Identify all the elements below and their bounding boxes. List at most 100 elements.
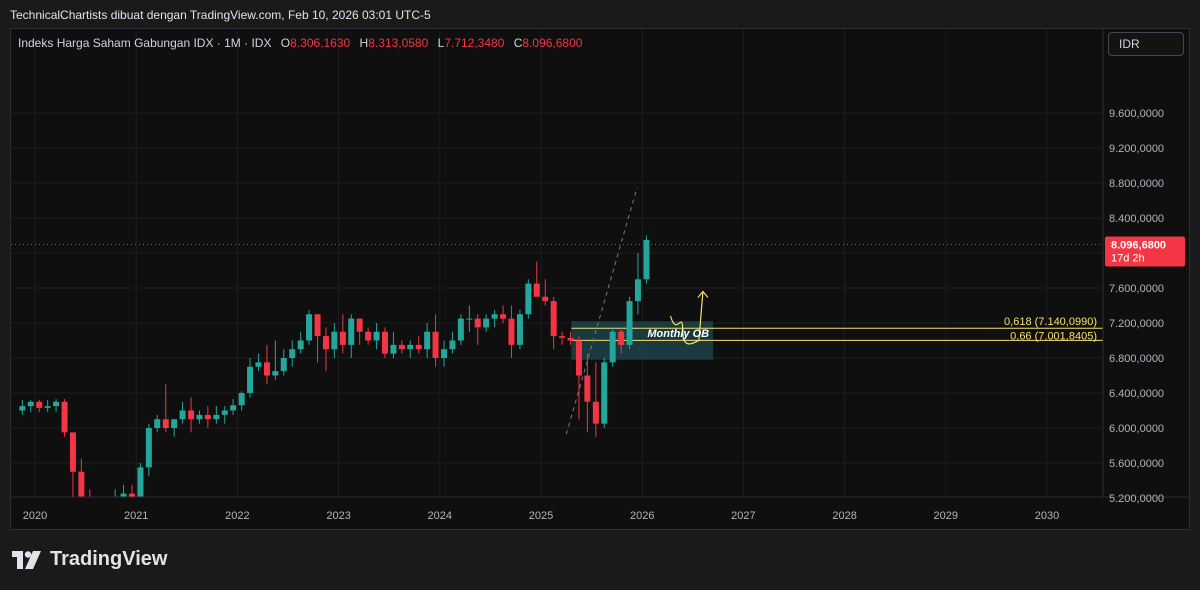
chart-panel[interactable]: Monthly OB 0,618 (7.140,0990) 0,66 (7.001,…	[10, 28, 1190, 530]
candle-body	[609, 331, 616, 363]
candle-up	[491, 309, 498, 328]
candle-up	[44, 400, 51, 413]
projection-arrowhead	[697, 290, 709, 298]
candle-body	[449, 340, 456, 350]
candle-down	[575, 336, 582, 420]
candle-body	[289, 349, 296, 358]
candle-body	[19, 406, 26, 411]
candle-down	[618, 327, 625, 354]
candle-body	[584, 375, 591, 402]
candle-body	[120, 493, 127, 497]
candle-up	[137, 463, 144, 497]
time-tick-label: 2027	[731, 510, 755, 522]
price-tick-label: 9.600,0000	[1109, 108, 1164, 120]
candle-down	[188, 397, 195, 433]
high-label: H	[359, 36, 369, 50]
candle-body	[398, 344, 405, 350]
candle-body	[381, 331, 388, 354]
candle-up	[424, 323, 431, 358]
candle-down	[474, 314, 481, 345]
time-tick-label: 2020	[23, 510, 47, 522]
swing-trend-line	[565, 187, 638, 435]
candle-body	[407, 344, 414, 350]
candle-body	[508, 318, 515, 345]
candle-up	[272, 340, 279, 380]
currency-button[interactable]: IDR	[1108, 32, 1184, 56]
price-chart[interactable]: Monthly OB 0,618 (7.140,0990) 0,66 (7.001,…	[11, 29, 1189, 529]
candle-body	[145, 428, 152, 468]
candle-down	[204, 406, 211, 428]
candle-body	[533, 283, 540, 297]
candle-down	[584, 353, 591, 433]
candle-down	[87, 489, 93, 530]
candle-up	[466, 305, 473, 332]
price-tick-label: 7.600,0000	[1109, 283, 1164, 295]
candle-body	[483, 318, 490, 328]
candle-body	[280, 358, 287, 372]
time-tick-label: 2024	[428, 510, 452, 522]
candle-body	[188, 410, 195, 420]
candle-body	[634, 279, 641, 302]
price-tick-label: 6.800,0000	[1109, 353, 1164, 365]
candle-up	[154, 414, 161, 433]
tradingview-logo[interactable]: TradingView	[12, 548, 167, 571]
candle-down	[592, 362, 599, 437]
candle-up	[297, 331, 304, 354]
candle-down	[263, 344, 270, 385]
plot-area: Monthly OB 0,618 (7.140,0990) 0,66 (7.001,…	[11, 29, 1103, 530]
candle-body	[491, 314, 498, 319]
candle-up	[247, 358, 254, 398]
price-tick-label: 6.000,0000	[1109, 423, 1164, 435]
candle-body	[230, 405, 237, 411]
candle-up	[626, 296, 633, 350]
price-tick-label: 9.200,0000	[1109, 143, 1164, 155]
candle-up	[348, 314, 355, 358]
candle-up	[114, 489, 116, 497]
candle-body	[213, 414, 220, 420]
candle-up	[449, 331, 456, 354]
candle-body	[247, 366, 254, 393]
candle-body	[348, 318, 355, 345]
candle-body	[27, 401, 34, 407]
candle-up	[145, 423, 152, 477]
candle-up	[171, 419, 178, 437]
candle-up	[120, 484, 127, 497]
candle-body	[255, 362, 262, 367]
candle-body	[601, 362, 608, 424]
candle-body	[61, 401, 68, 433]
candle-body	[618, 331, 625, 345]
candle-down	[559, 331, 566, 345]
candle-body	[196, 414, 203, 420]
candle-up	[19, 400, 26, 415]
candle-down	[365, 327, 372, 345]
candle-down	[78, 458, 85, 497]
candle-down	[550, 296, 557, 350]
candle-body	[263, 362, 270, 376]
fib-level-label: 0,66 (7.001,8405)	[1010, 330, 1097, 342]
high-value: 8.313,0580	[368, 36, 429, 50]
close-label: C	[513, 36, 523, 50]
candle-up	[601, 358, 608, 428]
candle-body	[128, 493, 135, 497]
price-tick-label: 8.800,0000	[1109, 178, 1164, 190]
candle-body	[69, 432, 76, 472]
candle-down	[69, 432, 76, 497]
candle-body	[331, 331, 338, 350]
candle-down	[398, 340, 405, 354]
candle-up	[179, 401, 186, 424]
candle-body	[592, 401, 599, 424]
candle-body	[339, 331, 346, 345]
candle-up	[104, 502, 110, 529]
last-price-badge	[1105, 236, 1185, 267]
projection-path	[669, 291, 704, 345]
time-tick-label: 2029	[934, 510, 958, 522]
candle-body	[441, 349, 448, 358]
candle-body	[87, 516, 93, 530]
candle-down	[339, 314, 346, 354]
low-label: L	[437, 36, 445, 50]
candle-body	[44, 406, 51, 408]
candle-up	[483, 314, 490, 332]
price-tick-label: 5.200,0000	[1109, 493, 1164, 505]
candle-up	[457, 314, 464, 345]
candle-up	[289, 340, 296, 367]
